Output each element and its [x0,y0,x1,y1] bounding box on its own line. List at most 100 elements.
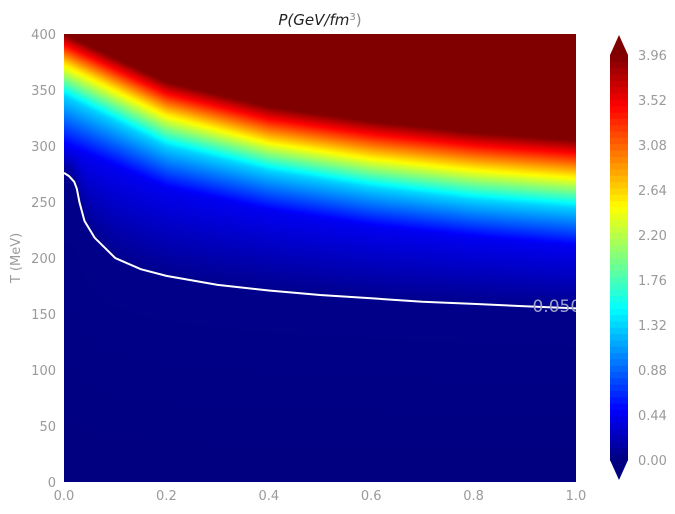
colorbar-tick-label: 3.08 [638,139,667,154]
contour-line [64,172,576,310]
y-tick-label: 0 [48,476,56,491]
colorbar-band [610,301,628,309]
colorbar-band [610,352,628,360]
colorbar-band [610,396,628,404]
colorbar-band [610,428,628,436]
colorbar-band [610,124,628,132]
colorbar-band [610,415,628,423]
y-tick-label: 300 [31,140,56,155]
colorbar-band [610,390,628,398]
colorbar-band [610,137,628,145]
colorbar-band [610,187,628,195]
colorbar-tick-label: 1.32 [638,319,667,334]
y-tick-label: 50 [39,420,56,435]
colorbar-band [610,403,628,410]
x-tick-label: 0.4 [258,489,279,504]
colorbar-band [610,453,628,461]
colorbar-band [610,55,628,62]
colorbar-band [610,270,628,278]
colorbar-tick-label: 0.00 [638,454,667,469]
y-tick-label: 250 [31,196,56,211]
colorbar-band [610,422,628,429]
colorbar-extend-max [610,35,628,55]
colorbar-band [610,111,628,119]
contour-layer: 0.050 [64,172,581,317]
y-axis-label: T (MeV) [9,233,24,284]
colorbar-band [610,181,628,189]
colorbar-tick-label: 0.88 [638,364,667,379]
colorbar-band [610,346,628,354]
colorbar-band [610,263,628,271]
y-tick-label: 200 [31,252,56,267]
colorbar-band [610,86,628,94]
colorbar: 0.00 0.44 0.88 1.32 1.76 2.20 2.64 3.08 3.52 3.96 [610,35,667,480]
x-tick-label: 0.2 [156,489,177,504]
colorbar-band [610,244,628,252]
x-tick-label: 0.8 [463,489,484,504]
colorbar-band [610,80,628,88]
colorbar-band [610,447,628,455]
y-tick-label: 150 [31,308,56,323]
title-main: P(GeV/fm [278,11,349,29]
colorbar-band [610,213,628,221]
colorbar-band [610,143,628,151]
colorbar-band [610,308,628,316]
axes: 0.0 0.2 0.4 0.6 0.8 1.0 0 50 100 150 200 250 300 350 4… [31,28,586,504]
colorbar-band [610,371,628,379]
colorbar-band [610,232,628,240]
colorbar-band [610,118,628,126]
title-superscript: 3 [349,12,355,23]
colorbar-band [610,434,628,442]
colorbar-band [610,282,628,290]
colorbar-band [610,257,628,265]
colorbar-band [610,358,628,366]
colorbar-band [610,276,628,284]
x-tick-label: 0.6 [361,489,382,504]
title-close: ) [356,11,362,29]
colorbar-band [610,219,628,227]
chart-title: P(GeV/fm3) [278,11,361,29]
colorbar-tick-label: 3.96 [638,49,667,64]
colorbar-band [610,295,628,303]
colorbar-band [610,149,628,157]
colorbar-band [610,320,628,328]
colorbar-band [610,73,628,81]
y-tick-label: 100 [31,364,56,379]
colorbar-tick-label: 2.64 [638,184,667,199]
colorbar-band [610,327,628,335]
colorbar-band [610,130,628,138]
colorbar-band [610,162,628,170]
y-tick-label: 400 [31,28,56,43]
colorbar-band [610,314,628,322]
colorbar-band [610,200,628,208]
colorbar-tick-label: 2.20 [638,229,667,244]
colorbar-band [610,384,628,391]
colorbar-band [610,238,628,246]
colorbar-band [610,377,628,385]
colorbar-band [610,289,628,297]
heatmap-image [64,34,576,482]
colorbar-tick-label: 3.52 [638,94,667,109]
contour-label: 0.050 [532,297,581,317]
colorbar-band [610,441,628,448]
colorbar-band [610,61,628,69]
colorbar-band [610,156,628,164]
colorbar-band [610,175,628,183]
colorbar-band [610,92,628,100]
colorbar-band [610,105,628,113]
colorbar-band [610,333,628,341]
colorbar-band [610,251,628,259]
colorbar-extend-min [610,460,628,480]
y-tick-label: 350 [31,84,56,99]
colorbar-band [610,409,628,417]
colorbar-band [610,168,628,176]
colorbar-band [610,225,628,233]
colorbar-band [610,206,628,214]
colorbar-band [610,99,628,107]
colorbar-tick-label: 1.76 [638,274,667,289]
x-tick-label: 0.0 [54,489,75,504]
x-tick-label: 1.0 [566,489,587,504]
colorbar-band [610,365,628,373]
heatmap [64,34,576,482]
